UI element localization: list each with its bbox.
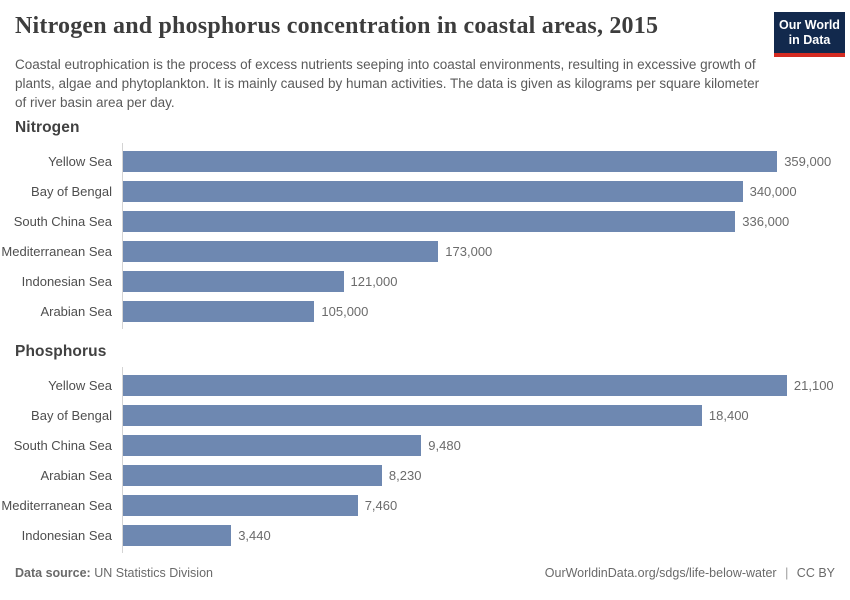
category-label: Bay of Bengal — [31, 183, 112, 199]
bar-row: Yellow Sea 21,100 — [0, 370, 850, 400]
bar-row: Bay of Bengal 18,400 — [0, 400, 850, 430]
bar[interactable] — [123, 210, 736, 232]
nitrogen-section: Nitrogen Yellow Sea 359,000 Bay of Bengal 3… — [0, 118, 850, 329]
bar[interactable] — [123, 434, 422, 456]
bar[interactable] — [123, 494, 358, 516]
bar-plot: 21,100 — [123, 374, 850, 396]
category-label: Mediterranean Sea — [1, 497, 112, 513]
bar[interactable] — [123, 180, 743, 202]
bar[interactable] — [123, 240, 439, 262]
bar-plot: 8,230 — [123, 464, 850, 486]
chart-title: Nitrogen and phosphorus concentration in… — [15, 13, 659, 39]
category-label: Bay of Bengal — [31, 407, 112, 423]
bar[interactable] — [123, 374, 787, 396]
value-label: 340,000 — [749, 183, 797, 199]
value-label: 8,230 — [388, 467, 422, 483]
nitrogen-bar-rows: Yellow Sea 359,000 Bay of Bengal 340,000 Sou… — [0, 143, 850, 329]
bar-plot: 121,000 — [123, 270, 850, 292]
data-source-value: UN Statistics Division — [94, 566, 213, 580]
category-label: Yellow Sea — [48, 377, 112, 393]
value-label: 9,480 — [428, 437, 461, 453]
license-label[interactable]: CC BY — [796, 566, 835, 580]
section-title-nitrogen: Nitrogen — [15, 119, 80, 136]
owid-url-link[interactable]: OurWorldinData.org/sdgs/life-below-water — [544, 566, 777, 580]
value-label: 21,100 — [793, 377, 834, 393]
bar-row: Indonesian Sea 3,440 — [0, 520, 850, 550]
phosphorus-bar-rows: Yellow Sea 21,100 Bay of Bengal 18,400 South… — [0, 367, 850, 553]
axis-line — [122, 143, 123, 329]
value-label: 359,000 — [784, 153, 832, 169]
bar-plot: 3,440 — [123, 524, 850, 546]
bar-plot: 7,460 — [123, 494, 850, 516]
bar-plot: 340,000 — [123, 180, 850, 202]
category-label: Mediterranean Sea — [1, 243, 112, 259]
category-label: Indonesian Sea — [21, 527, 112, 543]
bar-row: Yellow Sea 359,000 — [0, 146, 850, 176]
value-label: 105,000 — [321, 303, 369, 319]
category-label: South China Sea — [13, 213, 112, 229]
bar[interactable] — [123, 300, 315, 322]
section-title-phosphorus: Phosphorus — [15, 343, 107, 360]
value-label: 7,460 — [364, 497, 398, 513]
value-label: 121,000 — [350, 273, 398, 289]
chart-subtitle: Coastal eutrophication is the process of… — [15, 57, 760, 110]
data-source-label: Data source: — [15, 566, 91, 580]
owid-logo-line2: in Data — [788, 33, 831, 47]
bar-row: Arabian Sea 105,000 — [0, 296, 850, 326]
owid-logo-line1: Our World — [779, 18, 840, 32]
bar-row: Mediterranean Sea 173,000 — [0, 236, 850, 266]
footer-separator: | — [785, 566, 789, 580]
bar[interactable] — [123, 524, 232, 546]
bar-plot: 9,480 — [123, 434, 850, 456]
attribution: OurWorldinData.org/sdgs/life-below-water… — [545, 566, 835, 580]
bar[interactable] — [123, 270, 344, 292]
category-label: Arabian Sea — [40, 303, 112, 319]
bar-row: Mediterranean Sea 7,460 — [0, 490, 850, 520]
phosphorus-section: Phosphorus Yellow Sea 21,100 Bay of Bengal… — [0, 342, 850, 553]
bar-row: South China Sea 9,480 — [0, 430, 850, 460]
bar[interactable] — [123, 464, 382, 486]
bar[interactable] — [123, 404, 702, 426]
value-label: 173,000 — [445, 243, 493, 259]
bar-plot: 336,000 — [123, 210, 850, 232]
category-label: Arabian Sea — [40, 467, 112, 483]
owid-logo: Our World in Data — [774, 12, 845, 57]
axis-line — [122, 367, 123, 553]
value-label: 336,000 — [742, 213, 790, 229]
bar-plot: 105,000 — [123, 300, 850, 322]
category-label: Indonesian Sea — [21, 273, 112, 289]
bar-plot: 359,000 — [123, 150, 850, 172]
category-label: South China Sea — [13, 437, 112, 453]
data-source: Data source: UN Statistics Division — [15, 566, 213, 580]
bar[interactable] — [123, 150, 778, 172]
category-label: Yellow Sea — [48, 153, 112, 169]
value-label: 18,400 — [708, 407, 749, 423]
bar-row: Bay of Bengal 340,000 — [0, 176, 850, 206]
bar-row: Indonesian Sea 121,000 — [0, 266, 850, 296]
bar-plot: 173,000 — [123, 240, 850, 262]
bar-plot: 18,400 — [123, 404, 850, 426]
bar-row: South China Sea 336,000 — [0, 206, 850, 236]
chart-footer: Data source: UN Statistics Division OurW… — [15, 566, 835, 580]
value-label: 3,440 — [238, 527, 271, 543]
bar-row: Arabian Sea 8,230 — [0, 460, 850, 490]
